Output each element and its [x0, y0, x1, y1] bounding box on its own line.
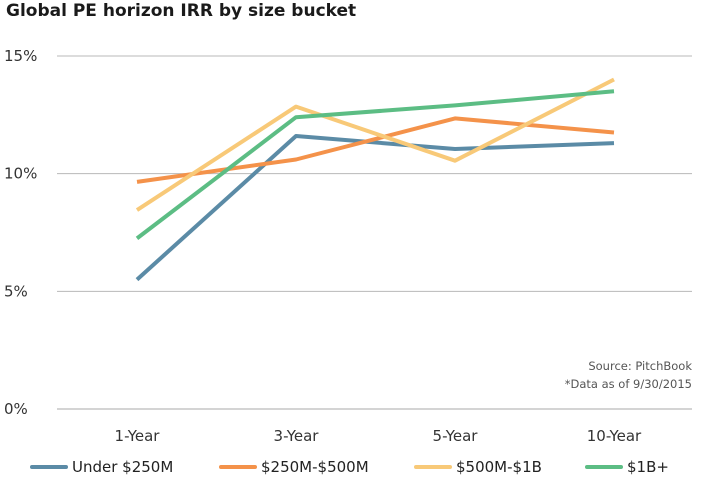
y-tick-label: 0%	[4, 400, 28, 418]
line-chart: 0% 5% 10% 15% 1-Year 3-Year 5-Year 10-Year Sou…	[4, 47, 692, 445]
y-tick-label: 5%	[4, 282, 28, 300]
legend-item: $500M-$1B	[414, 455, 542, 479]
chart-title: Global PE horizon IRR by size bucket	[6, 1, 357, 21]
x-tick-label: 3-Year	[274, 427, 320, 445]
x-tick-label: 1-Year	[115, 427, 161, 445]
legend-swatch	[585, 465, 623, 469]
legend-item: Under $250M	[30, 455, 173, 479]
data-date-note: *Data as of 9/30/2015	[565, 377, 692, 391]
x-tick-label: 5-Year	[433, 427, 479, 445]
legend-label: $250M-$500M	[261, 458, 369, 476]
y-axis-labels: 0% 5% 10% 15%	[4, 47, 37, 418]
series-line-1	[136, 116, 615, 184]
legend-label: Under $250M	[72, 458, 174, 476]
legend-item: $250M-$500M	[219, 455, 369, 479]
series-line-2	[135, 77, 615, 212]
series-lines	[135, 77, 615, 282]
x-tick-label: 10-Year	[587, 427, 642, 445]
x-axis-labels: 1-Year 3-Year 5-Year 10-Year	[115, 427, 643, 445]
legend-swatch	[30, 465, 68, 469]
series-line-3	[135, 89, 615, 240]
legend-swatch	[414, 465, 452, 469]
legend-item: $1B+	[585, 455, 669, 479]
y-tick-label: 15%	[4, 47, 37, 65]
gridlines	[57, 55, 692, 410]
source-note: Source: PitchBook	[588, 359, 692, 373]
legend: Under $250M $250M-$500M $500M-$1B $1B+	[0, 455, 702, 479]
legend-swatch	[219, 465, 257, 469]
legend-label: $1B+	[627, 458, 669, 476]
legend-label: $500M-$1B	[456, 458, 542, 476]
series-line-0	[135, 134, 615, 282]
y-tick-label: 10%	[4, 165, 37, 183]
